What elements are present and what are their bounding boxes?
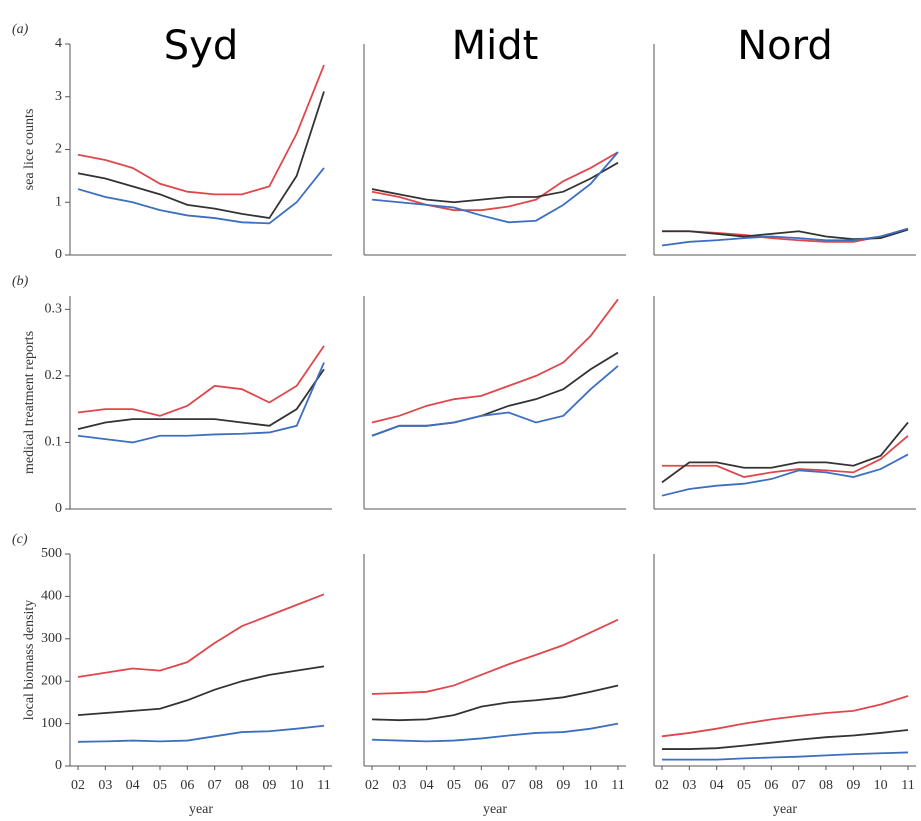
x-tick-label: 02 [71,778,85,793]
y-tick-label: 0.1 [45,435,63,450]
series-line [77,362,325,444]
y-tick-label: 0 [55,501,62,516]
series-line [661,695,909,738]
y-tick-label: 400 [41,589,62,604]
x-axis-label: year [773,802,797,817]
y-tick-label: 300 [41,631,62,646]
series-line [662,227,909,243]
y-tick-label: 1 [55,194,62,209]
series-line [371,365,619,437]
series-line [77,593,325,678]
y-tick-label: 0.3 [45,302,63,317]
series-line [371,722,619,743]
x-tick-label: 07 [792,778,806,793]
x-tick-label: 04 [420,778,434,793]
x-tick-label: 04 [126,778,140,793]
x-tick-label: 05 [737,778,751,793]
y-axis-label: sea lice counts [22,109,37,191]
y-tick-label: 0 [55,758,62,773]
series-line [662,435,909,478]
series-line [77,167,325,225]
x-tick-label: 05 [153,778,167,793]
panel-title: Nord [737,23,833,69]
x-tick-label: 03 [392,778,406,793]
x-tick-label: 03 [98,778,112,793]
series-line [662,751,909,761]
x-axis-label: year [483,802,507,817]
x-tick-label: 09 [556,778,570,793]
series-line [371,151,619,212]
x-tick-label: 07 [502,778,516,793]
panel-title: Midt [452,23,539,69]
series-line [77,665,325,717]
x-tick-label: 11 [317,778,330,793]
series-line [371,351,619,437]
x-tick-label: 10 [290,778,304,793]
series-line [77,91,325,220]
x-tick-label: 05 [447,778,461,793]
y-tick-label: 0 [55,247,62,262]
x-tick-label: 09 [846,778,860,793]
panel-label: (c) [12,532,28,547]
y-tick-label: 3 [55,89,62,104]
x-tick-label: 11 [611,778,624,793]
series-line [77,64,325,196]
panel-label: (b) [12,274,29,289]
y-axis-label: local biomass density [22,600,37,721]
series-line [371,151,619,224]
y-tick-label: 500 [41,546,62,561]
series-line [371,618,619,695]
series-line [661,227,909,247]
series-line [77,368,325,430]
series-line [661,421,909,484]
x-tick-label: 10 [874,778,888,793]
series-line [371,161,619,204]
y-axis-label: medical treatment reports [22,331,37,474]
x-tick-label: 06 [474,778,488,793]
x-tick-label: 08 [529,778,543,793]
series-line [371,298,619,424]
y-tick-label: 100 [41,716,62,731]
y-tick-label: 0.2 [45,368,63,383]
panel-label: (a) [12,22,29,37]
x-tick-label: 08 [235,778,249,793]
x-tick-label: 06 [180,778,194,793]
series-line [662,729,909,750]
x-tick-label: 11 [901,778,914,793]
x-tick-label: 02 [655,778,669,793]
y-tick-label: 200 [41,673,62,688]
series-line [77,724,325,743]
series-line [77,345,325,417]
series-line [661,453,909,497]
x-tick-label: 09 [262,778,276,793]
y-tick-label: 4 [55,36,62,51]
x-axis-label: year [189,802,213,817]
x-tick-label: 03 [682,778,696,793]
x-tick-label: 08 [819,778,833,793]
x-tick-label: 02 [365,778,379,793]
x-tick-label: 06 [764,778,778,793]
x-tick-label: 10 [584,778,598,793]
panel-title: Syd [164,23,238,69]
y-tick-label: 2 [55,142,62,157]
x-tick-label: 04 [710,778,724,793]
x-tick-label: 07 [208,778,222,793]
series-line [371,684,619,722]
